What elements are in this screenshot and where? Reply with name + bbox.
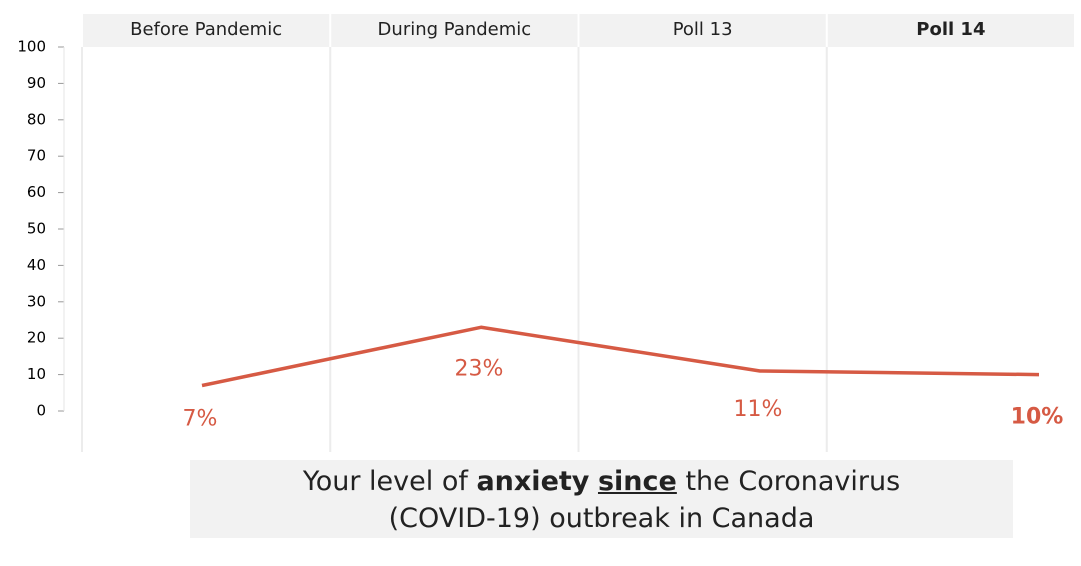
line-series (201, 325, 1040, 388)
data-label: 23% (455, 356, 504, 381)
caption-text: (COVID-19) outbreak in Canada (388, 503, 815, 534)
data-label: 10% (1011, 405, 1064, 430)
header-label: During Pandemic (378, 19, 532, 40)
y-tick-label: 30 (27, 292, 46, 310)
caption-text: anxiety (476, 466, 590, 497)
y-tick-label: 80 (27, 110, 46, 128)
header-label: Poll 13 (673, 19, 733, 40)
header-cell (331, 14, 578, 47)
y-tick-label: 90 (27, 74, 46, 92)
y-tick-label: 100 (17, 38, 46, 56)
caption-box: Your level of anxiety since the Coronavi… (190, 460, 1013, 538)
data-label: 11% (734, 397, 783, 422)
y-tick-label: 60 (27, 183, 46, 201)
y-tick-label: 20 (27, 329, 46, 347)
caption-text: Your level of (302, 466, 468, 497)
header-label: Poll 14 (916, 19, 985, 40)
header-cell (827, 14, 1074, 47)
y-tick-label: 0 (36, 402, 46, 420)
y-tick-label: 40 (27, 256, 46, 274)
header-cell (83, 14, 330, 47)
header-label: Before Pandemic (130, 19, 282, 40)
caption-text: the Coronavirus (685, 466, 901, 497)
y-tick-label: 10 (27, 365, 46, 383)
header-cell (579, 14, 826, 47)
data-label: 7% (183, 407, 218, 432)
caption-text: since (597, 466, 677, 497)
y-tick-label: 50 (27, 220, 46, 238)
y-tick-label: 70 (27, 147, 46, 165)
